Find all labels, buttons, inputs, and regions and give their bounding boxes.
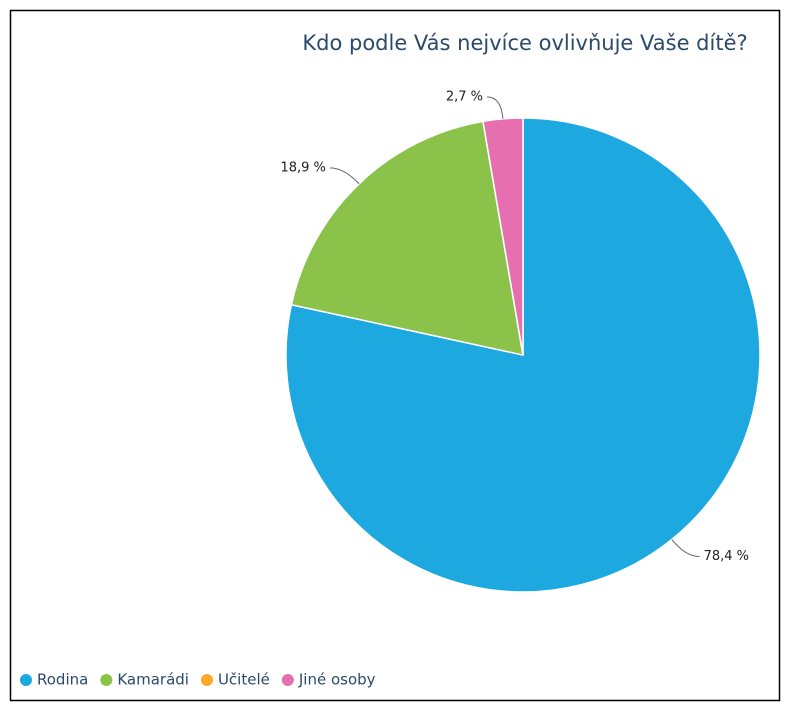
chart-title: Kdo podle Vás nejvíce ovlivňuje Vaše dít…: [302, 31, 747, 55]
legend-marker: [281, 674, 294, 686]
legend-marker: [200, 674, 213, 686]
legend-marker: [100, 674, 113, 686]
data-label: 2,7 %: [446, 89, 483, 104]
pie-slice: [285, 117, 761, 593]
label-leader: [671, 539, 700, 558]
label-leader: [329, 167, 360, 185]
legend-label: Učitelé: [218, 671, 270, 689]
legend-marker: [20, 674, 32, 686]
legend-label: Rodina: [37, 671, 88, 689]
legend-label: Kamarádi: [117, 671, 189, 689]
legend-label: Jiné osoby: [298, 671, 376, 689]
label-leader: [487, 96, 504, 119]
data-label: 78,4 %: [704, 549, 749, 564]
data-label: 18,9 %: [280, 160, 325, 175]
